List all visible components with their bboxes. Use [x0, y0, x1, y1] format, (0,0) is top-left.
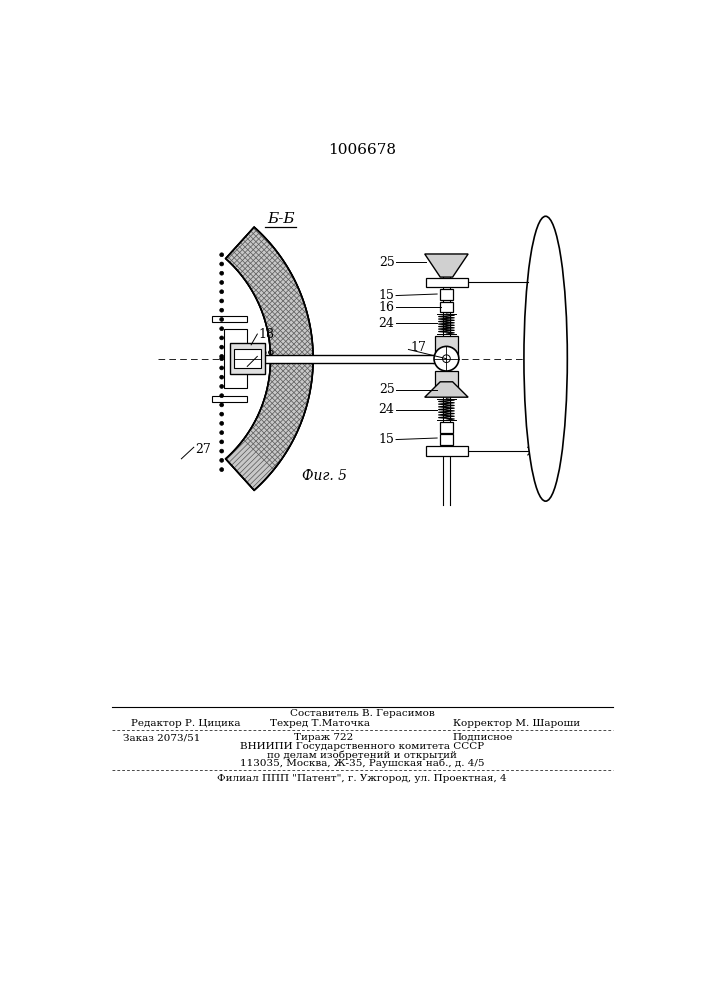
Bar: [224, 329, 247, 388]
Circle shape: [220, 345, 223, 349]
Circle shape: [443, 355, 450, 363]
Circle shape: [220, 357, 223, 361]
Text: 28: 28: [259, 350, 275, 363]
Text: Редактор Р. Цицика: Редактор Р. Цицика: [131, 719, 240, 728]
Polygon shape: [425, 254, 468, 277]
Circle shape: [220, 290, 223, 294]
Text: Б-Б: Б-Б: [267, 212, 294, 226]
Bar: [440, 302, 452, 312]
Text: 27: 27: [195, 443, 211, 456]
Bar: [435, 371, 458, 391]
Text: 17: 17: [410, 341, 426, 354]
Text: Заказ 2073/51: Заказ 2073/51: [123, 733, 201, 742]
Circle shape: [220, 431, 223, 435]
Circle shape: [434, 346, 459, 371]
Bar: [234, 349, 261, 368]
Bar: [426, 278, 468, 287]
Text: 15: 15: [379, 433, 395, 446]
Circle shape: [220, 299, 223, 303]
Circle shape: [220, 468, 223, 472]
Circle shape: [220, 271, 223, 275]
Bar: [440, 434, 452, 445]
Text: Составитель В. Герасимов: Составитель В. Герасимов: [290, 709, 434, 718]
Circle shape: [220, 421, 223, 425]
Text: 15: 15: [379, 289, 395, 302]
Circle shape: [220, 318, 223, 321]
Circle shape: [220, 253, 223, 257]
Circle shape: [220, 336, 223, 340]
Text: по делам изобретений и открытий: по делам изобретений и открытий: [267, 750, 457, 760]
Circle shape: [220, 384, 223, 388]
Text: Фиг. 5: Фиг. 5: [303, 469, 347, 483]
Text: Филиал ППП "Патент", г. Ужгород, ул. Проектная, 4: Филиал ППП "Патент", г. Ужгород, ул. Про…: [217, 774, 507, 783]
Bar: [212, 396, 247, 402]
Circle shape: [220, 327, 223, 331]
Circle shape: [220, 440, 223, 444]
Ellipse shape: [524, 216, 567, 501]
Circle shape: [220, 281, 223, 284]
Bar: [440, 289, 452, 300]
Circle shape: [220, 375, 223, 379]
Circle shape: [220, 412, 223, 416]
Bar: [230, 343, 265, 374]
Polygon shape: [226, 227, 313, 490]
Text: 24: 24: [379, 317, 395, 330]
Text: 1006678: 1006678: [328, 143, 396, 157]
Bar: [212, 316, 247, 322]
Text: 18: 18: [259, 328, 275, 341]
Circle shape: [220, 458, 223, 462]
Circle shape: [220, 366, 223, 370]
Text: ВНИИПИ Государственного комитета СССР: ВНИИПИ Государственного комитета СССР: [240, 742, 484, 751]
Circle shape: [220, 262, 223, 266]
Bar: [440, 422, 452, 433]
Bar: [435, 336, 458, 356]
Circle shape: [220, 394, 223, 398]
Text: 113035, Москва, Ж-35, Раушская наб., д. 4/5: 113035, Москва, Ж-35, Раушская наб., д. …: [240, 759, 484, 768]
Text: Тираж 722: Тираж 722: [293, 733, 353, 742]
Text: Подписное: Подписное: [452, 733, 513, 742]
Text: 25: 25: [379, 383, 395, 396]
Circle shape: [220, 308, 223, 312]
Text: 25: 25: [379, 256, 395, 269]
Circle shape: [220, 403, 223, 407]
Text: 24: 24: [379, 403, 395, 416]
Text: 16: 16: [378, 301, 395, 314]
Text: Техред Т.Маточка: Техред Т.Маточка: [271, 719, 370, 728]
Polygon shape: [425, 382, 468, 397]
Bar: [247, 355, 433, 363]
Text: Корректор М. Шароши: Корректор М. Шароши: [452, 719, 580, 728]
Circle shape: [220, 449, 223, 453]
Circle shape: [220, 354, 223, 358]
Bar: [426, 446, 468, 456]
